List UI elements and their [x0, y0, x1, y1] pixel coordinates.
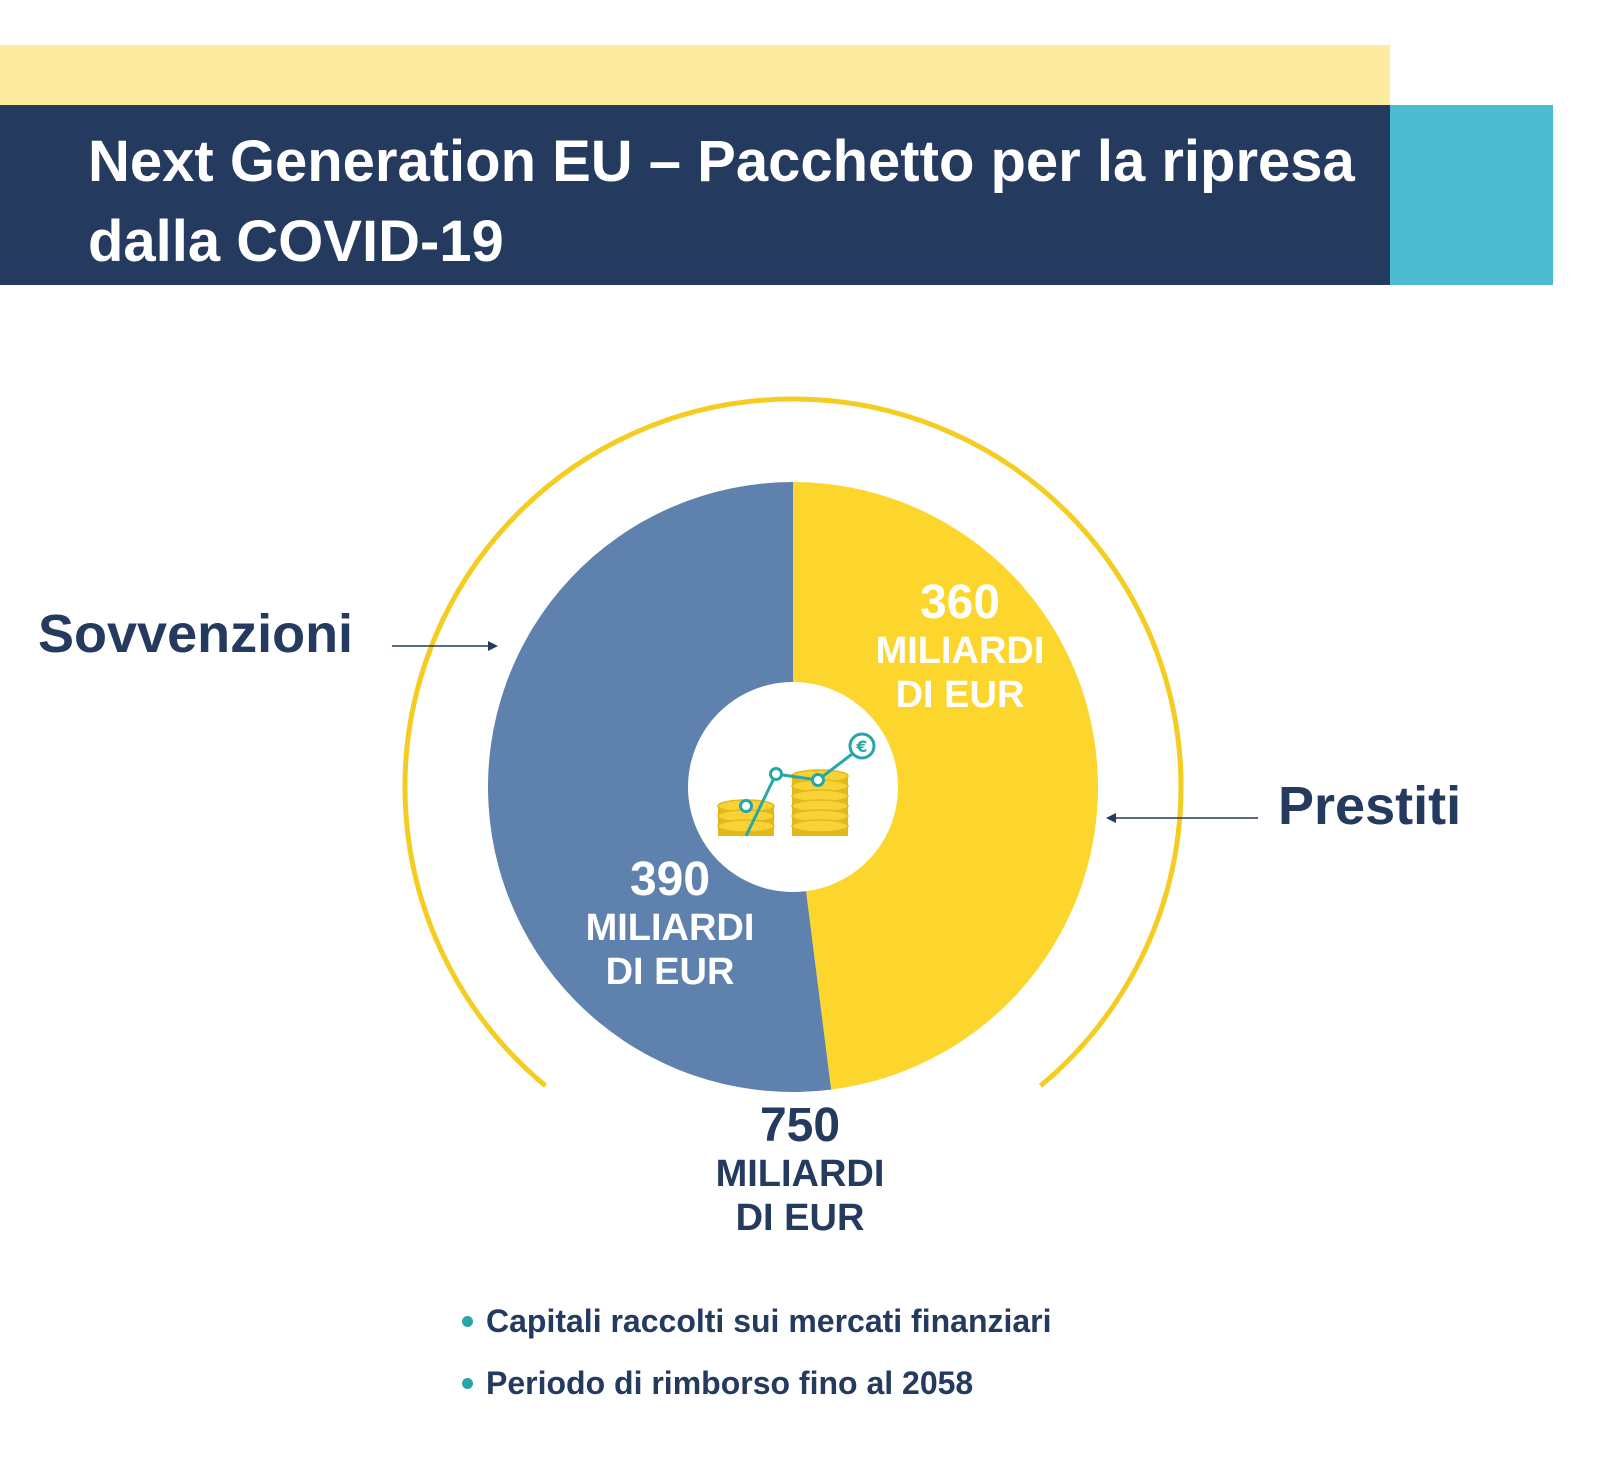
header-accent-strip [0, 45, 1390, 105]
note-item: Periodo di rimborso fino al 2058 [460, 1352, 1052, 1414]
callout-arrows [392, 641, 1258, 823]
note-item: Capitali raccolti sui mercati finanziari [460, 1290, 1052, 1352]
data-label-sovvenzioni: 390 MILIARDI DI EUR [540, 852, 800, 995]
coins-growth-euro-icon: € [717, 732, 876, 837]
total-unit-2: DI EUR [735, 1196, 865, 1239]
data-label-sovvenzioni-unit-1: MILIARDI [585, 907, 755, 950]
data-label-sovvenzioni-unit-2: DI EUR [605, 950, 735, 993]
total-label: 750 MILIARDI DI EUR [655, 1098, 945, 1241]
outer-ring-arc [402, 396, 1184, 1088]
data-label-prestiti: 360 MILIARDI DI EUR [830, 575, 1090, 718]
notes-list: Capitali raccolti sui mercati finanziari… [460, 1290, 1052, 1414]
total-unit-1: MILIARDI [715, 1153, 885, 1196]
data-label-prestiti-value: 360 [919, 576, 1001, 629]
coin-icon [717, 819, 775, 833]
arrowhead-prestiti [1106, 813, 1116, 823]
total-value: 750 [759, 1099, 841, 1152]
page-title: Next Generation EU – Pacchetto per la ri… [88, 129, 1355, 274]
slice-sovvenzioni [488, 482, 832, 1092]
slices [488, 482, 1098, 1092]
note-text: Periodo di rimborso fino al 2058 [486, 1365, 974, 1401]
data-label-sovvenzioni-value: 390 [629, 853, 711, 906]
legend-label-prestiti: Prestiti [1278, 776, 1462, 836]
outer-ring [402, 396, 1184, 1088]
growth-point-icon [769, 767, 783, 781]
growth-line-icon [744, 746, 861, 837]
growth-point-icon [739, 799, 753, 813]
bullet-icon [462, 1316, 473, 1327]
coin-icon [791, 819, 849, 833]
slice-prestiti [793, 482, 1098, 1090]
legend-label-sovvenzioni: Sovvenzioni [38, 604, 354, 664]
note-text: Capitali raccolti sui mercati finanziari [486, 1303, 1052, 1339]
arrowhead-sovvenzioni [488, 641, 498, 651]
title-bar [0, 105, 1390, 285]
euro-symbol-icon: € [855, 737, 867, 756]
header-teal-block [1390, 105, 1553, 285]
euro-icon [848, 732, 876, 760]
growth-point-icon [811, 773, 825, 787]
bullet-icon [462, 1378, 473, 1389]
data-label-prestiti-unit-2: DI EUR [895, 673, 1025, 716]
data-label-prestiti-unit-1: MILIARDI [875, 630, 1045, 673]
